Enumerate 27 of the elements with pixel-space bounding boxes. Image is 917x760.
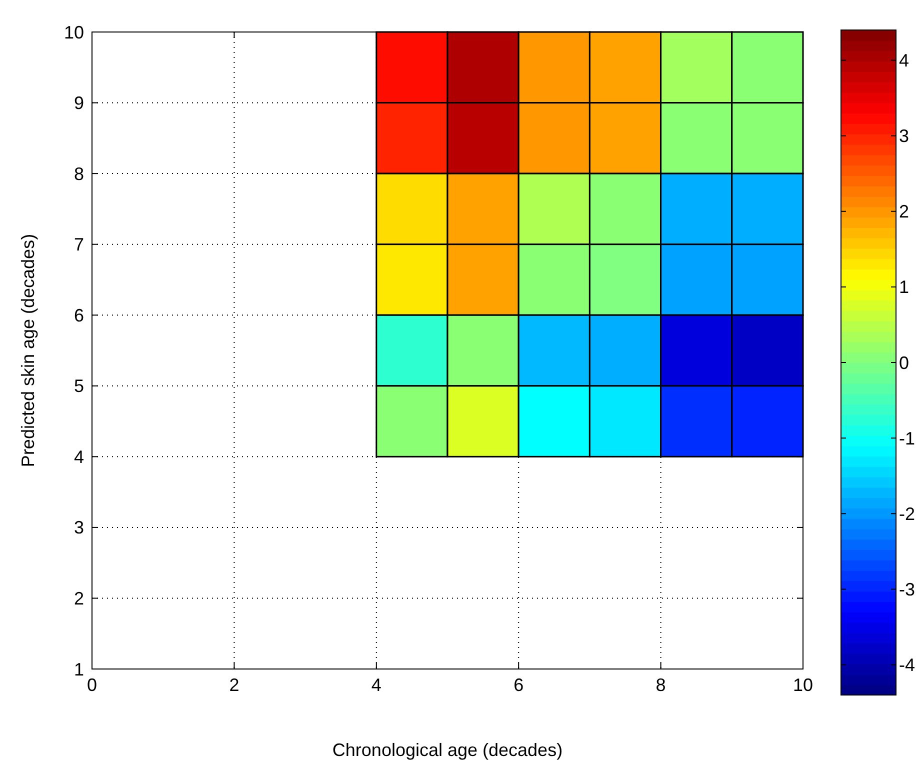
- x-tick-label: 6: [514, 675, 524, 695]
- y-axis-title: Predicted skin age (decades): [18, 234, 38, 468]
- color-bar-label: -2: [899, 504, 916, 524]
- y-tick-label: 4: [74, 446, 84, 467]
- x-tick-label: 0: [86, 675, 98, 695]
- x-tick-label: 8: [656, 675, 666, 695]
- y-tick-label: 9: [74, 93, 84, 114]
- color-bar-label: 1: [899, 277, 910, 298]
- y-tick-label: 6: [74, 305, 84, 326]
- x-tick-label: 4: [371, 675, 382, 695]
- x-axis-title: Chronological age (decades): [332, 740, 563, 760]
- y-tick-label: 10: [64, 22, 84, 42]
- color-bar-label: 0: [899, 352, 910, 373]
- color-bar-label: -1: [899, 428, 916, 448]
- x-tick-label: 2: [229, 675, 240, 695]
- color-bar-label: 4: [899, 50, 910, 71]
- color-bar-label: -3: [899, 580, 916, 600]
- color-bar-label: -4: [899, 655, 916, 676]
- y-tick-label: 5: [74, 376, 84, 396]
- y-tick-label: 7: [74, 234, 84, 255]
- color-bar-label: 2: [899, 202, 910, 222]
- x-tick-label: 10: [792, 675, 814, 695]
- y-tick-label: 3: [74, 518, 84, 538]
- y-tick-label: 1: [74, 659, 84, 680]
- y-tick-label: 8: [74, 164, 84, 184]
- color-bar-label: 3: [899, 126, 910, 146]
- y-tick-label: 2: [74, 588, 84, 609]
